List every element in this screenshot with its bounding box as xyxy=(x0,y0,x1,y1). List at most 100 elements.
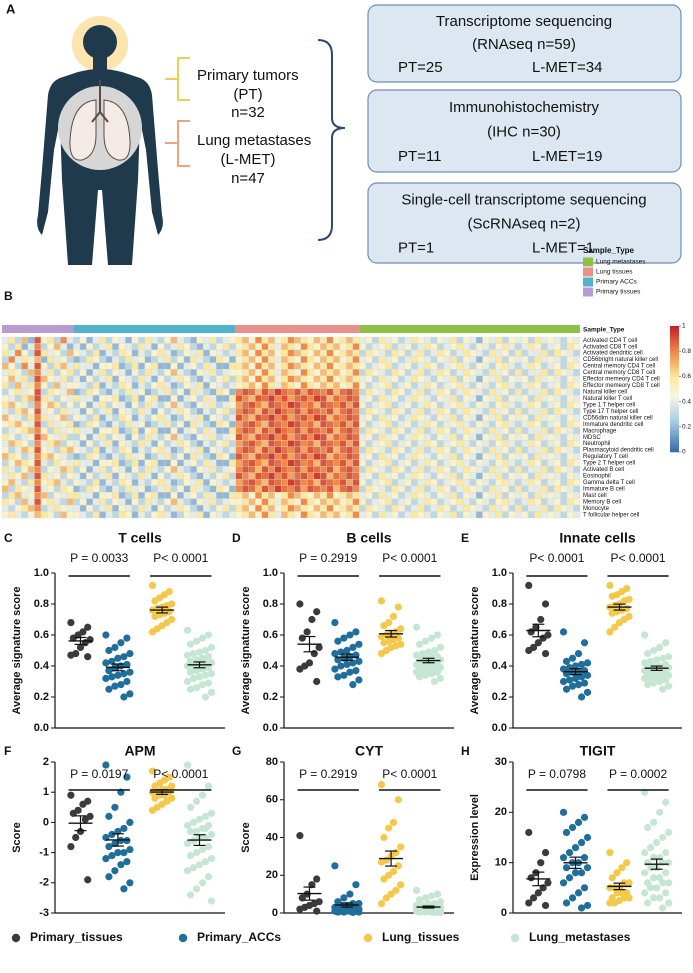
heatmap-cell xyxy=(125,349,133,357)
heatmap-cell xyxy=(488,472,496,480)
heatmap-cell xyxy=(514,466,522,473)
heatmap-cell xyxy=(86,369,94,376)
heatmap-cell xyxy=(261,485,269,493)
heatmap-cell xyxy=(112,433,120,441)
heatmap-cell xyxy=(242,349,249,357)
heatmap-cell xyxy=(372,401,379,409)
heatmap-cell xyxy=(190,466,197,473)
heatmap-cell xyxy=(339,414,347,422)
heatmap-cell xyxy=(92,382,100,389)
data-point xyxy=(120,885,128,893)
heatmap-cell xyxy=(92,420,100,428)
heatmap-cell xyxy=(417,479,425,486)
heatmap-cell xyxy=(99,491,107,499)
heatmap-cell xyxy=(177,446,184,454)
heatmap-cell xyxy=(157,427,165,435)
heatmap-cell xyxy=(86,453,94,460)
heatmap-cell xyxy=(346,427,353,435)
heatmap-cell xyxy=(339,485,347,493)
heatmap-cell xyxy=(398,504,405,512)
heatmap-cell xyxy=(287,407,295,415)
heatmap-cell xyxy=(92,407,100,415)
heatmap-cell xyxy=(14,485,22,493)
heatmap-cell xyxy=(99,498,107,506)
panel-letter: B xyxy=(4,289,13,303)
data-point xyxy=(334,656,342,664)
heatmap-cell xyxy=(216,382,223,389)
heatmap-cell xyxy=(53,427,61,435)
legend-label: Primary ACCs xyxy=(596,279,638,286)
heatmap-cell xyxy=(508,511,516,519)
heatmap-cell xyxy=(261,459,269,467)
heatmap-cell xyxy=(73,369,81,376)
data-point xyxy=(189,650,198,658)
heatmap-cell xyxy=(378,395,386,402)
heatmap-cell xyxy=(385,511,392,519)
heatmap-cell xyxy=(333,504,340,512)
heatmap-cell xyxy=(378,362,386,370)
heatmap-cell xyxy=(118,433,126,441)
heatmap-cell xyxy=(79,420,87,428)
heatmap-cell xyxy=(508,427,516,435)
heatmap-cell xyxy=(177,362,184,370)
data-point xyxy=(315,643,323,652)
heatmap-cell xyxy=(359,453,366,460)
heatmap-cell xyxy=(521,498,529,506)
heatmap-cell xyxy=(430,504,438,512)
heatmap-cell xyxy=(53,420,61,428)
data-point xyxy=(389,818,398,827)
data-point xyxy=(201,693,210,701)
heatmap-cell xyxy=(287,336,295,344)
heatmap-cell xyxy=(378,388,386,396)
heatmap-cell xyxy=(300,440,308,448)
heatmap-cell xyxy=(138,472,146,480)
heatmap-cell xyxy=(73,491,81,499)
heatmap-cell xyxy=(203,479,210,486)
heatmap-cell xyxy=(410,362,418,370)
heatmap-cell xyxy=(255,427,262,435)
heatmap-cell xyxy=(151,369,159,376)
heatmap-cell xyxy=(190,420,197,428)
heatmap-cell xyxy=(274,504,282,512)
heatmap-cell xyxy=(216,511,223,519)
heatmap-cell xyxy=(21,343,29,351)
heatmap-cell xyxy=(125,336,133,344)
data-point xyxy=(574,889,583,897)
heatmap-cell xyxy=(482,498,490,506)
heatmap-cell xyxy=(475,472,483,480)
heatmap-cell xyxy=(307,453,314,460)
heatmap-cell xyxy=(378,459,386,467)
heatmap-cell xyxy=(222,382,230,389)
heatmap-cell xyxy=(1,401,9,409)
heatmap-cell xyxy=(300,382,308,389)
heatmap-cell xyxy=(242,446,249,454)
data-point xyxy=(120,824,128,833)
data-point xyxy=(355,908,363,916)
heatmap-cell xyxy=(144,433,152,441)
heatmap-cell xyxy=(534,466,542,473)
heatmap-cell xyxy=(138,504,146,512)
heatmap-cell xyxy=(456,395,464,402)
heatmap-cell xyxy=(326,375,334,383)
heatmap-cell xyxy=(534,388,542,396)
heatmap-cell xyxy=(508,356,516,364)
heatmap-cell xyxy=(209,356,217,364)
heatmap-cell xyxy=(34,362,42,370)
heatmap-cell xyxy=(404,466,412,473)
heatmap-cell xyxy=(60,420,68,428)
heatmap-cell xyxy=(268,511,275,519)
heatmap-cell xyxy=(527,485,535,493)
heatmap-cell xyxy=(307,427,314,435)
heatmap-cell xyxy=(320,420,327,428)
heatmap-cell xyxy=(553,459,561,467)
heatmap-cell xyxy=(534,498,542,506)
heatmap-cell xyxy=(294,511,301,519)
data-point xyxy=(186,640,195,648)
heatmap-cell xyxy=(8,459,16,467)
heatmap-cell xyxy=(475,498,483,506)
colorbar-segment xyxy=(670,420,679,423)
colorbar-segment xyxy=(670,342,679,346)
y-tick-label: -2 xyxy=(39,877,49,889)
heatmap-cell xyxy=(521,479,529,486)
heatmap-cell xyxy=(274,414,282,422)
